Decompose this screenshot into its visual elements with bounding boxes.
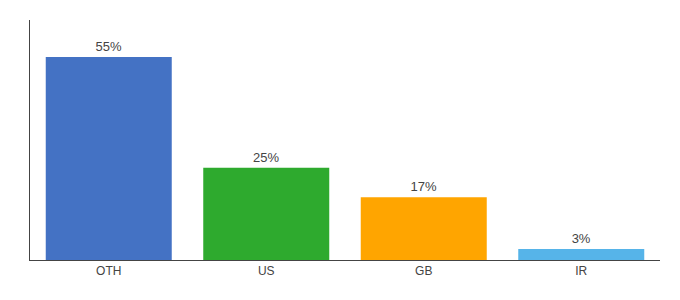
svg-text:US: US xyxy=(258,264,275,278)
svg-text:GB: GB xyxy=(415,264,432,278)
svg-text:3%: 3% xyxy=(572,231,591,246)
svg-text:OTH: OTH xyxy=(96,264,121,278)
svg-text:IR: IR xyxy=(575,264,587,278)
svg-text:25%: 25% xyxy=(253,150,279,165)
svg-text:55%: 55% xyxy=(96,39,122,54)
svg-text:17%: 17% xyxy=(411,179,437,194)
